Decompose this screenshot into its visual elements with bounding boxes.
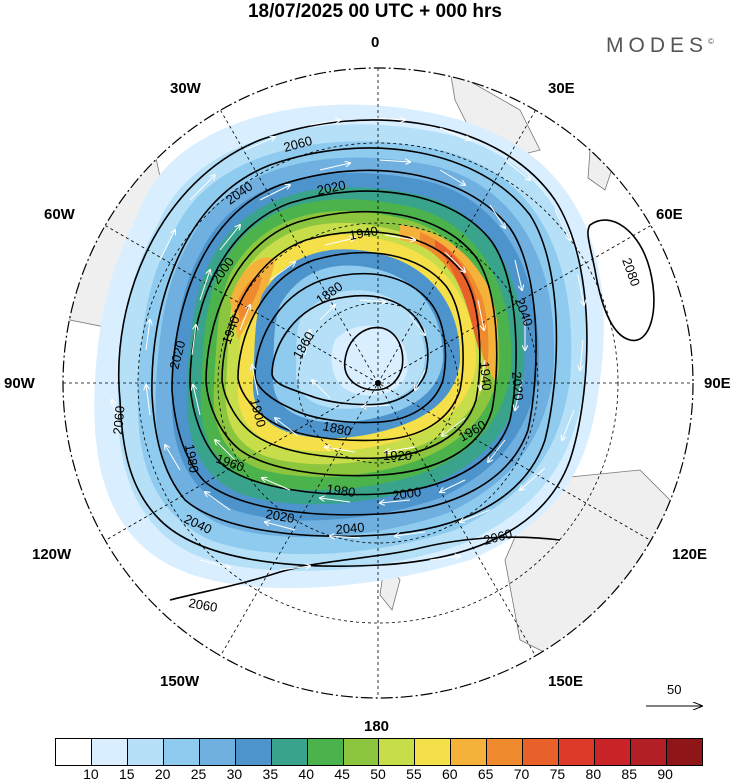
lon-label-0: 0 [371, 34, 380, 51]
colorbar-tick-label: 85 [621, 766, 638, 782]
colorbar-swatch [451, 739, 488, 765]
contour-label: 1980 [326, 481, 357, 500]
polar-map: 2060 2040 2020 1940 1880 1860 2000 1940 … [62, 67, 750, 735]
colorbar-tick-label: 25 [190, 766, 207, 782]
colorbar-tick-label: 75 [549, 766, 566, 782]
colorbar [55, 738, 703, 766]
lon-label-60w: 60W [44, 206, 75, 223]
colorbar-swatch [379, 739, 416, 765]
lon-label-120e: 120E [672, 546, 708, 563]
colorbar-swatch [415, 739, 452, 765]
colorbar-swatch [595, 739, 631, 765]
colorbar-tick-label: 80 [585, 766, 602, 782]
lon-label-150w: 150W [160, 673, 200, 690]
colorbar-tick-label: 90 [657, 766, 673, 782]
contour-label: 1980 [182, 443, 202, 474]
colorbar-ticks: 10 15 20 25 30 35 40 45 50 55 60 65 70 75 80 85 90 [55, 766, 701, 782]
lon-label-60e: 60E [656, 206, 683, 223]
colorbar-swatch [631, 739, 667, 765]
map-boundary [62, 67, 694, 699]
contour-label: 1920 [383, 448, 412, 463]
colorbar-tick-label: 70 [513, 766, 530, 782]
map-title: 18/07/2025 00 UTC + 000 hrs [247, 1, 503, 22]
colorbar-tick-label: 65 [477, 766, 494, 782]
contour-label: 2020 [166, 339, 188, 371]
contour-label: 2060 [282, 133, 314, 155]
colorbar-swatch [523, 739, 560, 765]
contour-label: 1880 [321, 418, 352, 439]
contour-label: 1940 [348, 223, 379, 243]
brand-name: MODES [606, 34, 709, 57]
colorbar-tick-label: 60 [441, 766, 458, 782]
contour-label: 2060 [187, 595, 218, 615]
colorbar-tick-label: 20 [154, 766, 171, 782]
contour-label: 2020 [316, 177, 347, 198]
lon-label-180: 180 [364, 718, 390, 735]
contour-label: 2000 [391, 484, 422, 503]
colorbar-swatch [343, 739, 380, 765]
colorbar-swatch [487, 739, 524, 765]
wind-vectors [112, 118, 584, 571]
contour-label: 2020 [509, 371, 526, 401]
colorbar-swatch [271, 739, 308, 765]
colorbar-tick-label: 30 [226, 766, 243, 782]
brand-logo: MODES© [606, 34, 714, 58]
contour-label: 2060 [482, 526, 514, 548]
colorbar-tick-label: 35 [262, 766, 279, 782]
colorbar-swatch [127, 739, 164, 765]
lon-label-90e: 90E [704, 375, 731, 392]
contour-label: 1900 [247, 397, 269, 429]
colorbar-tick-label: 45 [334, 766, 350, 782]
pole-marker [375, 380, 381, 386]
colorbar-swatch [559, 739, 596, 765]
lon-label-30e: 30E [548, 80, 575, 97]
colorbar-tick-label: 50 [370, 766, 386, 782]
contour-label: 2060 [110, 405, 127, 435]
colorbar-swatch [91, 739, 128, 765]
colorbar-tick-label: 10 [83, 766, 99, 782]
reference-vector-label: 50 [667, 682, 681, 697]
contour-label: 2040 [335, 520, 365, 537]
height-contours [118, 119, 655, 601]
colorbar-swatch [163, 739, 200, 765]
copyright-mark: © [708, 37, 714, 46]
colorbar-tick-label: 55 [406, 766, 422, 782]
colorbar-swatch [199, 739, 236, 765]
contour-label: 1940 [477, 361, 494, 391]
colorbar-swatch [235, 739, 272, 765]
lon-label-90w: 90W [4, 375, 35, 392]
lon-label-120w: 120W [32, 546, 72, 563]
lon-label-150e: 150E [548, 673, 584, 690]
lon-label-30w: 30W [170, 80, 201, 97]
colorbar-swatch [56, 739, 92, 765]
colorbar-swatch [307, 739, 344, 765]
colorbar-tick-label: 40 [298, 766, 315, 782]
colorbar-swatch [666, 739, 702, 765]
contour-label: 2020 [264, 506, 295, 526]
colorbar-tick-label: 15 [118, 766, 135, 782]
